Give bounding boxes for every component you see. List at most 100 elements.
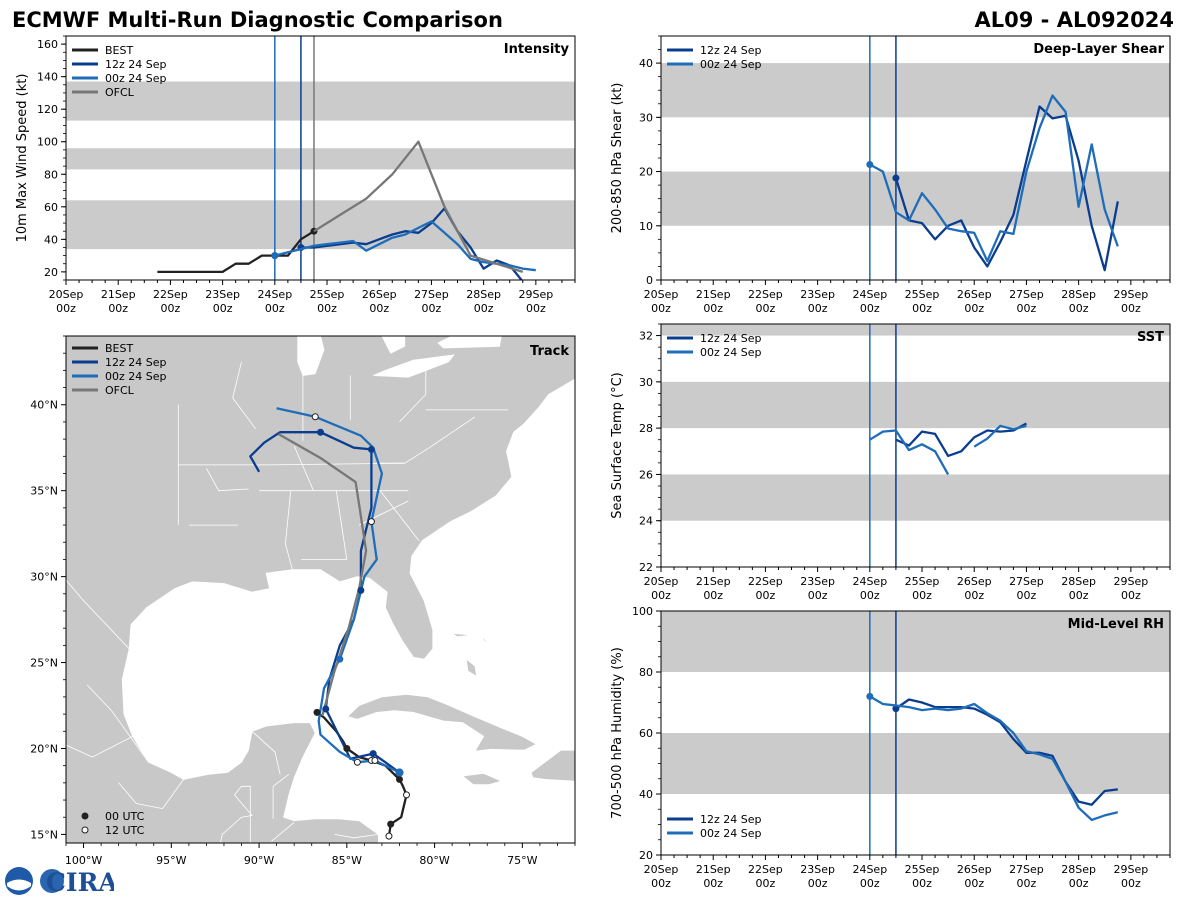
x-tick-label: 00z <box>108 302 128 315</box>
cira-logo: CIRA <box>5 867 114 896</box>
x-tick-label: 28Sep <box>466 288 501 301</box>
shaded-band <box>66 200 575 250</box>
abaco-island <box>481 634 490 646</box>
x-tick-label: 26Sep <box>957 575 992 588</box>
lat-tick-label: 20°N <box>30 742 58 755</box>
x-tick-label: 24Sep <box>852 575 887 588</box>
x-tick-label: 29Sep <box>1113 288 1148 301</box>
shear-y-axis-label: 200-850 hPa Shear (kt) <box>610 83 625 234</box>
track-panel-title: Track <box>530 344 569 359</box>
shaded-band <box>66 81 575 121</box>
x-tick-label: 25Sep <box>905 575 940 588</box>
x-tick-label: 21Sep <box>696 863 731 876</box>
shear-panel: 20Sep00z21Sep00z22Sep00z23Sep00z24Sep00z… <box>610 35 1171 315</box>
lake-ontario <box>437 336 502 349</box>
lon-tick-label: 100°W <box>65 854 102 867</box>
x-tick-label: 00z <box>703 589 723 602</box>
x-tick-label: 20Sep <box>644 863 679 876</box>
legend-label-12z-24-sep: 12z 24 Sep <box>700 332 762 345</box>
track-marker-12utc <box>311 413 319 421</box>
border-line <box>118 779 184 810</box>
legend-label-12z-24-sep: 12z 24 Sep <box>105 356 167 369</box>
legend-marker-00utc <box>81 812 89 820</box>
y-tick-label: 26 <box>639 468 653 481</box>
x-tick-label: 24Sep <box>257 288 292 301</box>
track-marker-00utc <box>369 750 377 758</box>
x-tick-label: 00z <box>1069 877 1089 890</box>
series-12z-24-sep <box>895 422 1027 458</box>
shaded-band <box>661 733 1170 794</box>
rh-panel-title: Mid-Level RH <box>1068 617 1164 632</box>
x-tick-label: 00z <box>964 589 984 602</box>
x-tick-label: 27Sep <box>1009 575 1044 588</box>
x-tick-label: 00z <box>651 877 671 890</box>
y-tick-label: 60 <box>639 727 653 740</box>
rh-plot-area <box>661 611 1170 855</box>
x-tick-label: 21Sep <box>101 288 136 301</box>
track-marker-12utc <box>385 832 393 840</box>
x-tick-label: 25Sep <box>310 288 345 301</box>
border-line <box>66 736 133 758</box>
track-marker-00utc <box>367 445 375 453</box>
x-tick-label: 00z <box>756 302 776 315</box>
jamaica <box>461 772 503 785</box>
x-tick-label: 00z <box>964 302 984 315</box>
track-marker-00utc <box>317 428 324 436</box>
x-tick-label: 21Sep <box>696 288 731 301</box>
x-tick-label: 00z <box>1017 589 1037 602</box>
x-tick-label: 27Sep <box>1009 288 1044 301</box>
x-tick-label: 29Sep <box>518 288 553 301</box>
lon-tick-label: 90°W <box>244 854 274 867</box>
sst-plot-area <box>661 324 1170 567</box>
y-tick-label: 0 <box>646 274 653 287</box>
x-tick-label: 28Sep <box>1061 575 1096 588</box>
cuba <box>346 693 538 752</box>
lat-tick-label: 35°N <box>30 485 58 498</box>
border-line <box>284 490 293 570</box>
lon-tick-label: 75°W <box>507 854 537 867</box>
series-00z-24-sep <box>869 695 1119 822</box>
legend-label-00utc: 00 UTC <box>105 810 145 823</box>
intensity-panel: 20Sep00z21Sep00z22Sep00z23Sep00z24Sep00z… <box>15 35 576 315</box>
y-tick-label: 10 <box>639 220 653 233</box>
y-tick-label: 32 <box>639 330 653 343</box>
x-tick-label: 00z <box>860 589 880 602</box>
border-line <box>293 445 314 491</box>
track-12z-24-sep <box>249 431 401 774</box>
series-00z-24-sep <box>973 424 1027 448</box>
y-tick-label: 22 <box>639 561 653 574</box>
series-00z-24-sep <box>869 429 950 475</box>
x-tick-label: 28Sep <box>1061 863 1096 876</box>
x-tick-label: 29Sep <box>1113 863 1148 876</box>
lon-tick-label: 95°W <box>156 854 186 867</box>
x-tick-label: 24Sep <box>852 288 887 301</box>
x-tick-label: 00z <box>651 302 671 315</box>
track-marker-12utc <box>353 758 361 766</box>
lon-tick-label: 80°W <box>419 854 449 867</box>
intensity-y-axis-label: 10m Max Wind Speed (kt) <box>15 74 30 243</box>
track-frame <box>65 335 576 844</box>
legend-label-best: BEST <box>105 342 133 355</box>
border-line <box>206 468 249 492</box>
hispaniola <box>530 749 575 782</box>
x-tick-label: 29Sep <box>1113 575 1148 588</box>
shear-panel-title: Deep-Layer Shear <box>1033 42 1164 57</box>
border-line <box>220 786 253 843</box>
x-tick-label: 00z <box>213 302 233 315</box>
x-tick-label: 00z <box>1069 302 1089 315</box>
track-marker-00utc <box>387 820 395 828</box>
border-line <box>86 684 149 763</box>
intensity-panel-title: Intensity <box>504 42 570 57</box>
y-tick-label: 20 <box>639 849 653 862</box>
series-best <box>157 230 315 274</box>
storm-id-title: AL09 - AL092024 <box>975 8 1175 32</box>
cira-wordmark: CIRA <box>46 868 114 896</box>
x-tick-label: 24Sep <box>852 863 887 876</box>
legend-label-ofcl: OFCL <box>105 384 135 397</box>
x-tick-label: 00z <box>808 589 828 602</box>
track-marker-00utc <box>322 705 330 713</box>
legend-label-00z-24-sep: 00z 24 Sep <box>700 827 762 840</box>
x-tick-label: 26Sep <box>957 863 992 876</box>
x-tick-label: 22Sep <box>153 288 188 301</box>
cira-globe-icon <box>40 869 64 893</box>
